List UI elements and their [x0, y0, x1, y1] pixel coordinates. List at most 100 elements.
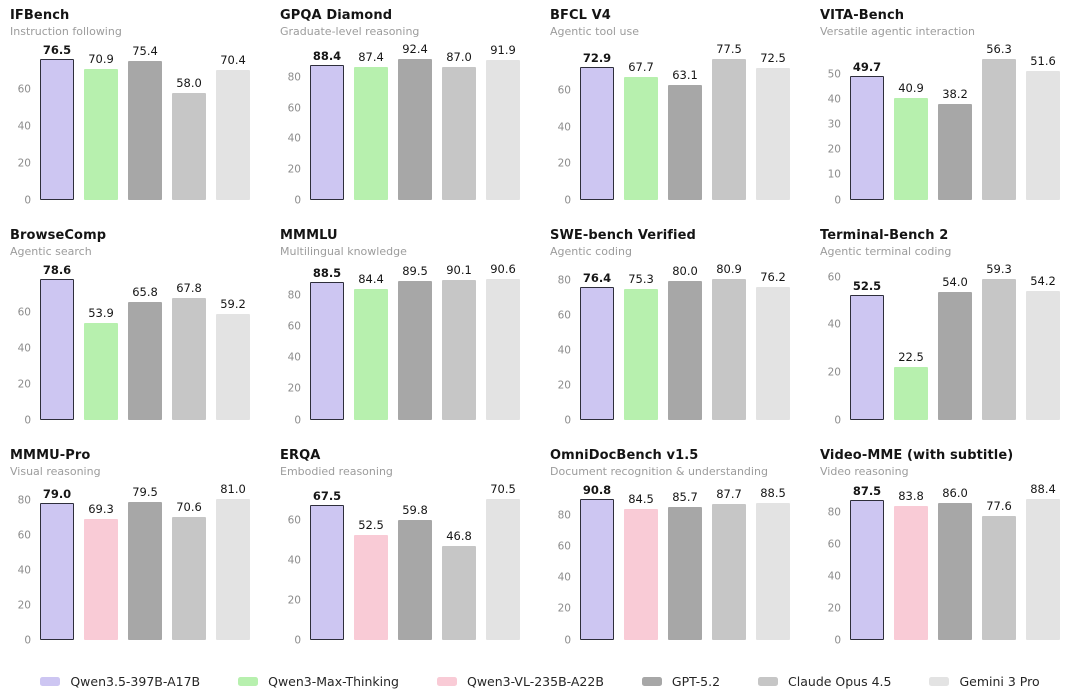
bar-group: 88.4 87.4 92.4 87.0 91.9 [310, 42, 520, 200]
y-axis-tick-label: 0 [294, 633, 301, 646]
bar-value-label: 80.0 [672, 263, 698, 278]
bar-qwen3-vl-235b-a22b: 52.5 [354, 518, 388, 640]
chart-subtitle: Video reasoning [820, 465, 909, 478]
legend-label: Gemini 3 Pro [959, 673, 1040, 689]
bar-value-label: 87.0 [446, 50, 472, 65]
bar-claude-opus-4-5: 87.7 [712, 487, 746, 640]
bar-value-label: 87.5 [852, 484, 882, 499]
bar-gemini-3-pro: 90.6 [486, 262, 520, 420]
bar-group: 67.5 52.5 59.8 46.8 70.5 [310, 482, 520, 640]
bar-value-label: 59.8 [402, 503, 428, 518]
bar-gpt-5-2: 75.4 [128, 44, 162, 200]
bar-gpt-5-2: 59.8 [398, 503, 432, 640]
benchmark-chart: Terminal-Bench 2 Agentic terminal coding 0… [810, 222, 1080, 442]
bar-value-label: 83.8 [898, 489, 924, 504]
chart-title: MMMLU [280, 228, 338, 243]
bar-qwen3-5-397b-a17b: 76.4 [580, 271, 614, 420]
plot-area: 0 20 40 60 52.5 22.5 54.0 59.3 54.2 [828, 262, 1060, 425]
bar-value-label: 56.3 [986, 42, 1012, 57]
bar-qwen3-vl-235b-a22b: 69.3 [84, 502, 118, 640]
bar-claude-opus-4-5: 87.0 [442, 50, 476, 200]
legend-label: GPT-5.2 [671, 673, 721, 689]
benchmark-chart: BFCL V4 Agentic tool use 0 20 40 60 72.9 67.7 63… [540, 2, 810, 222]
bar-gpt-5-2: 65.8 [128, 285, 162, 420]
bar-value-label: 77.5 [716, 42, 742, 57]
bar-value-label: 89.5 [402, 263, 428, 278]
bar-qwen3-max-thinking: 67.7 [624, 60, 658, 200]
benchmark-chart: SWE-bench Verified Agentic coding 0 20 40 60 8… [540, 222, 810, 442]
bar-value-label: 87.7 [716, 486, 742, 501]
bar-value-label: 87.4 [358, 49, 384, 64]
bar-gemini-3-pro: 70.4 [216, 53, 250, 200]
legend-swatch-icon [641, 676, 662, 686]
bar-value-label: 76.2 [760, 270, 786, 285]
y-axis-tick-label: 0 [834, 633, 841, 646]
benchmark-chart-grid: IFBench Instruction following 0 20 40 60 76.5 7… [0, 2, 1080, 662]
bar-value-label: 59.2 [220, 296, 246, 311]
y-axis-tick-label: 40 [287, 553, 301, 566]
bar-value-label: 84.4 [358, 271, 384, 286]
benchmark-chart: BrowseComp Agentic search 0 20 40 60 78.6 53.9 6… [0, 222, 270, 442]
bar-value-label: 76.4 [582, 270, 612, 285]
y-axis-tick-label: 20 [17, 598, 31, 611]
bar-value-label: 70.5 [490, 482, 516, 496]
chart-title: BFCL V4 [550, 8, 611, 23]
bar-claude-opus-4-5: 70.6 [172, 500, 206, 640]
y-axis-tick-label: 0 [24, 413, 31, 426]
bar-claude-opus-4-5: 77.5 [712, 42, 746, 200]
y-axis-tick-label: 60 [17, 306, 31, 319]
benchmark-chart: GPQA Diamond Graduate-level reasoning 0 20 4… [270, 2, 540, 222]
bar-claude-opus-4-5: 59.3 [982, 262, 1016, 420]
bar-value-label: 85.7 [672, 489, 698, 504]
bar-gemini-3-pro: 88.5 [756, 486, 790, 640]
legend-label: Qwen3-Max-Thinking [268, 673, 399, 689]
chart-subtitle: Agentic coding [550, 245, 632, 258]
bar-value-label: 81.0 [220, 482, 246, 497]
bar-group: 76.4 75.3 80.0 80.9 76.2 [580, 262, 790, 420]
bar-value-label: 79.5 [132, 484, 158, 499]
bar-gemini-3-pro: 88.4 [1026, 482, 1060, 640]
bar-claude-opus-4-5: 90.1 [442, 263, 476, 420]
bar-value-label: 38.2 [942, 87, 968, 102]
y-axis-tick-label: 80 [557, 509, 571, 522]
bar-value-label: 67.8 [176, 281, 202, 296]
benchmark-chart: VITA-Bench Versatile agentic interaction 0… [810, 2, 1080, 222]
y-axis-tick-label: 60 [557, 540, 571, 553]
bar-value-label: 88.5 [312, 266, 342, 281]
legend-swatch-icon [40, 676, 61, 686]
bar-value-label: 52.5 [852, 279, 882, 294]
bar-gpt-5-2: 63.1 [668, 68, 702, 200]
bar-gpt-5-2: 85.7 [668, 490, 702, 640]
bar-group: 87.5 83.8 86.0 77.6 88.4 [850, 482, 1060, 640]
bar-value-label: 77.6 [986, 499, 1012, 514]
plot-area: 0 20 40 60 80 88.5 84.4 89.5 90.1 90.6 [288, 262, 520, 425]
bar-gpt-5-2: 89.5 [398, 264, 432, 420]
y-axis-tick-label: 40 [557, 344, 571, 357]
bar-gemini-3-pro: 76.2 [756, 270, 790, 420]
legend-swatch-icon [929, 676, 950, 686]
bar-qwen3-5-397b-a17b: 72.9 [580, 51, 614, 200]
bar-qwen3-max-thinking: 87.4 [354, 50, 388, 200]
bar-qwen3-max-thinking: 70.9 [84, 52, 118, 200]
bar-gpt-5-2: 80.0 [668, 264, 702, 420]
chart-title: Terminal-Bench 2 [820, 228, 949, 243]
bar-gemini-3-pro: 70.5 [486, 482, 520, 640]
bar-value-label: 54.2 [1030, 274, 1056, 289]
bar-gpt-5-2: 92.4 [398, 42, 432, 200]
bar-value-label: 88.4 [312, 49, 342, 64]
benchmark-chart: Video-MME (with subtitle) Video reasoning… [810, 442, 1080, 662]
bar-claude-opus-4-5: 58.0 [172, 76, 206, 200]
bar-qwen3-5-397b-a17b: 52.5 [850, 279, 884, 420]
y-axis-tick-label: 0 [564, 633, 571, 646]
legend-item: Claude Opus 4.5 [758, 674, 891, 689]
bar-claude-opus-4-5: 67.8 [172, 281, 206, 420]
y-axis-tick-label: 20 [557, 602, 571, 615]
benchmark-chart: MMMU-Pro Visual reasoning 0 20 40 60 80 79.0 69.… [0, 442, 270, 662]
y-axis-tick-label: 40 [17, 342, 31, 354]
bar-value-label: 70.6 [176, 500, 202, 515]
y-axis-tick-label: 80 [17, 494, 31, 507]
chart-subtitle: Visual reasoning [10, 465, 101, 478]
bar-qwen3-vl-235b-a22b: 84.5 [624, 492, 658, 640]
bar-value-label: 88.4 [1030, 482, 1056, 497]
bar-qwen3-max-thinking: 40.9 [894, 81, 928, 200]
